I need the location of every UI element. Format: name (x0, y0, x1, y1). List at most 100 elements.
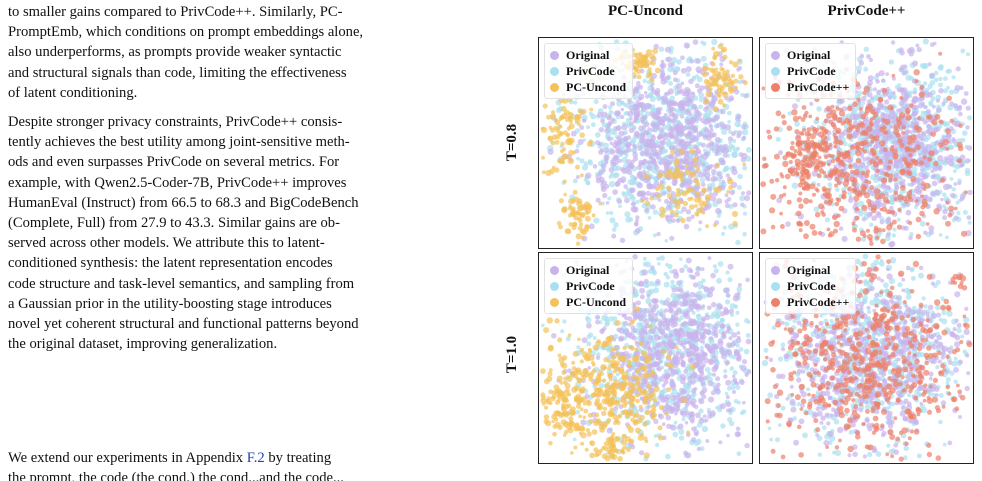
scatter-point (649, 54, 655, 60)
scatter-point (922, 187, 926, 191)
scatter-point (892, 91, 896, 95)
scatter-point (665, 216, 671, 222)
scatter-point (560, 142, 565, 147)
scatter-point (681, 82, 685, 86)
scatter-point (650, 83, 654, 87)
scatter-point (737, 331, 741, 335)
scatter-point (897, 208, 901, 212)
scatter-point (644, 174, 650, 180)
scatter-point (575, 165, 580, 170)
scatter-point (836, 157, 840, 161)
scatter-point (646, 165, 651, 170)
scatter-point (569, 120, 573, 124)
scatter-point (696, 149, 701, 154)
scatter-point (723, 153, 728, 158)
scatter-point (865, 173, 870, 178)
scatter-point (897, 138, 902, 143)
scatter-point (735, 323, 739, 327)
scatter-point (952, 75, 956, 79)
scatter-point (716, 383, 721, 388)
scatter-point (664, 334, 668, 338)
scatter-point (842, 236, 848, 242)
scatter-point (582, 337, 588, 343)
scatter-point (824, 119, 828, 123)
scatter-point (716, 172, 721, 177)
scatter-point (785, 221, 791, 227)
scatter-point (563, 193, 567, 197)
scatter-point (958, 112, 963, 117)
scatter-point (701, 187, 707, 193)
scatter-point (674, 357, 680, 363)
scatter-point (596, 356, 600, 360)
scatter-point (810, 154, 816, 160)
scatter-point (679, 268, 684, 273)
scatter-point (841, 194, 847, 200)
scatter-point (815, 117, 819, 121)
scatter-point (718, 261, 724, 267)
scatter-point (899, 50, 904, 55)
scatter-point (693, 330, 699, 336)
scatter-point (623, 136, 629, 142)
scatter-point (646, 145, 650, 149)
scatter-point (698, 228, 702, 232)
scatter-point (629, 117, 633, 121)
scatter-point (709, 358, 715, 364)
scatter-point (776, 110, 782, 116)
scatter-point (889, 125, 893, 129)
scatter-point (571, 131, 577, 137)
scatter-point (925, 92, 931, 98)
scatter-point (687, 335, 691, 339)
scatter-point (849, 114, 855, 120)
scatter-point (583, 416, 587, 420)
scatter-point (963, 210, 968, 215)
scatter-point (569, 123, 575, 129)
paragraph-3: We extend our experiments in Appendix F.… (8, 448, 492, 481)
scatter-point (867, 92, 872, 97)
legend-marker (771, 51, 780, 60)
scatter-point (896, 108, 900, 112)
scatter-point (635, 88, 639, 92)
scatter-point (709, 125, 713, 129)
scatter-point (897, 194, 903, 200)
scatter-point (579, 222, 583, 226)
scatter-point (938, 88, 944, 94)
scatter-point (582, 165, 588, 171)
scatter-point (604, 322, 609, 327)
scatter-point (801, 117, 806, 122)
scatter-point (664, 412, 668, 416)
scatter-point (731, 341, 736, 346)
scatter-point (869, 223, 873, 227)
scatter-point (685, 164, 689, 168)
scatter-point (922, 199, 928, 205)
text-line: We extend our experiments in Appendix (8, 450, 247, 466)
scatter-point (828, 182, 833, 187)
scatter-point (577, 123, 581, 127)
scatter-point (950, 145, 954, 149)
scatter-point (841, 122, 845, 126)
scatter-point (804, 220, 810, 226)
scatter-point (635, 348, 639, 352)
scatter-point (555, 118, 559, 122)
scatter-point (674, 421, 678, 425)
scatter-point (652, 271, 657, 276)
scatter-point (701, 278, 706, 283)
scatter-point (542, 170, 546, 174)
scatter-point (734, 293, 739, 298)
appendix-link[interactable]: F.2 (247, 450, 265, 466)
scatter-point (699, 321, 705, 327)
scatter-point (690, 379, 695, 384)
scatter-point (952, 139, 957, 144)
scatter-point (696, 266, 701, 271)
scatter-point (613, 154, 619, 160)
scatter-point (742, 129, 748, 135)
scatter-point (681, 206, 687, 212)
scatter-point (675, 139, 681, 145)
scatter-point (847, 191, 852, 196)
scatter-point (726, 402, 732, 408)
scatter-point (810, 140, 815, 145)
scatter-point (746, 339, 752, 345)
scatter-point (819, 160, 823, 164)
scatter-point (935, 150, 939, 154)
scatter-point (711, 390, 716, 395)
scatter-point (690, 171, 696, 177)
